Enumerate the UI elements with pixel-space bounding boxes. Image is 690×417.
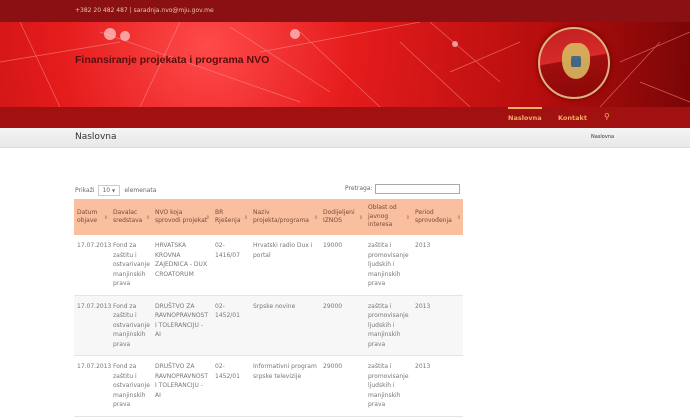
sort-icon: ⇕ (405, 215, 410, 221)
site-title[interactable]: Finansiranje projekata i programa NVO (75, 54, 270, 66)
table-search: Pretraga: (345, 184, 460, 194)
page-header-bar: Naslovna Naslovna (0, 128, 690, 148)
table-cell: 02-1416/07 (212, 235, 250, 296)
column-header-label: Dodijeljeni IZNOS (323, 208, 355, 225)
data-table: Datum objave ⇕ Davalac sredstava ⇕ NVO koja … (74, 199, 463, 417)
table-cell: Srpske novine (250, 295, 320, 356)
table-cell: zaštita i promovisanje ljudskih i manjin… (365, 355, 412, 417)
page-length-control: Prikaži 10 ▼ elemenata (75, 185, 156, 196)
sort-icon: ⇕ (103, 215, 108, 221)
main-nav: Naslovna Kontakt ⚲ (0, 107, 690, 128)
table-cell: 2013 (412, 355, 463, 417)
table-cell: Fond za zaštitu i ostvarivanje manjinski… (110, 235, 152, 296)
nav-item-naslovna[interactable]: Naslovna (508, 107, 542, 128)
table-cell: Fond za zaštitu i ostvarivanje manjinski… (110, 295, 152, 356)
nav-item-kontakt[interactable]: Kontakt (558, 114, 587, 122)
table-cell: zaštita i promovisanje ljudskih i manjin… (365, 295, 412, 356)
column-header[interactable]: NVO koja sprovodi projekat ⇕ (152, 199, 212, 235)
column-header[interactable]: Dodijeljeni IZNOS ⇕ (320, 199, 365, 235)
column-header-label: Period sprovođenja (415, 208, 452, 225)
column-header-label: Davalac sredstava (113, 208, 143, 225)
table-cell: 02-1452/01 (212, 355, 250, 417)
column-header[interactable]: Datum objave ⇕ (74, 199, 110, 235)
table-cell: 17.07.2013 (74, 295, 111, 356)
sort-icon: ⇕ (145, 215, 150, 221)
table-cell: Hrvatski radio Dux i portal (250, 235, 320, 296)
banner-network-graphic (0, 22, 690, 107)
column-header[interactable]: Naziv projekta/programa ⇕ (250, 199, 320, 235)
page-length-value: 10 (102, 187, 111, 194)
table-row: 17.07.2013 Fond za zaštitu i ostvarivanje… (74, 235, 463, 296)
sort-icon: ⇕ (313, 215, 318, 221)
sort-icon: ⇕ (243, 215, 248, 221)
sort-icon: ⇕ (358, 215, 363, 221)
table-cell: 2013 (412, 295, 463, 356)
breadcrumb[interactable]: Naslovna (591, 134, 615, 140)
show-label: Prikaži (75, 187, 95, 194)
table-cell: zaštita i promovisanje ljudskih i manjin… (365, 235, 412, 296)
search-input[interactable] (375, 184, 460, 194)
page-title: Naslovna (75, 132, 117, 142)
column-header-label: Datum objave (77, 208, 98, 225)
column-header-label: Naziv projekta/programa (253, 208, 309, 225)
table-row: 17.07.2013 Fond za zaštitu i ostvarivanje… (74, 295, 463, 356)
search-icon[interactable]: ⚲ (604, 112, 610, 121)
chevron-down-icon: ▼ (112, 188, 116, 193)
table-cell: 29000 (320, 355, 365, 417)
coat-of-arms-icon (562, 43, 590, 79)
table-row: 17.07.2013 Fond za zaštitu i ostvarivanje… (74, 355, 463, 417)
contact-info: +382 20 482 487 | saradnja.nvo@mju.gov.m… (75, 7, 214, 14)
column-header[interactable]: BR Rješenja ⇕ (212, 199, 250, 235)
page-length-select[interactable]: 10 ▼ (98, 185, 121, 196)
table-cell: Informativni program srpske televizije (250, 355, 320, 417)
top-contact-bar: +382 20 482 487 | saradnja.nvo@mju.gov.m… (0, 0, 690, 22)
column-header-label: BR Rješenja (215, 208, 241, 225)
search-label: Pretraga: (345, 185, 373, 192)
table-cell: DRUŠTVO ZA RAVNOPRAVNOST I TOLERANCIJU -… (152, 355, 212, 417)
table-cell: 29000 (320, 295, 365, 356)
column-header-label: Oblast od javnog interesa (368, 204, 397, 229)
table-cell: 2013 (412, 235, 463, 296)
sort-icon: ⇕ (456, 215, 461, 221)
table-cell: 02-1452/01 (212, 295, 250, 356)
table-cell: Fond za zaštitu i ostvarivanje manjinski… (110, 355, 152, 417)
table-cell: 17.07.2013 (74, 235, 111, 296)
montenegro-emblem-logo (538, 27, 610, 99)
column-header[interactable]: Davalac sredstava ⇕ (110, 199, 152, 235)
column-header[interactable]: Oblast od javnog interesa ⇕ (365, 199, 412, 235)
elements-label: elemenata (124, 187, 157, 194)
table-cell: 19000 (320, 235, 365, 296)
table-cell: DRUŠTVO ZA RAVNOPRAVNOST I TOLERANCIJU -… (152, 295, 212, 356)
table-cell: HRVATSKA KROVNA ZAJEDNICA - DUX CROATORU… (152, 235, 212, 296)
sort-icon: ⇕ (205, 215, 210, 221)
column-header-label: NVO koja sprovodi projekat (155, 208, 208, 225)
header-banner: Finansiranje projekata i programa NVO (0, 22, 690, 107)
column-header[interactable]: Period sprovođenja ⇕ (412, 199, 463, 235)
table-cell: 17.07.2013 (74, 355, 111, 417)
